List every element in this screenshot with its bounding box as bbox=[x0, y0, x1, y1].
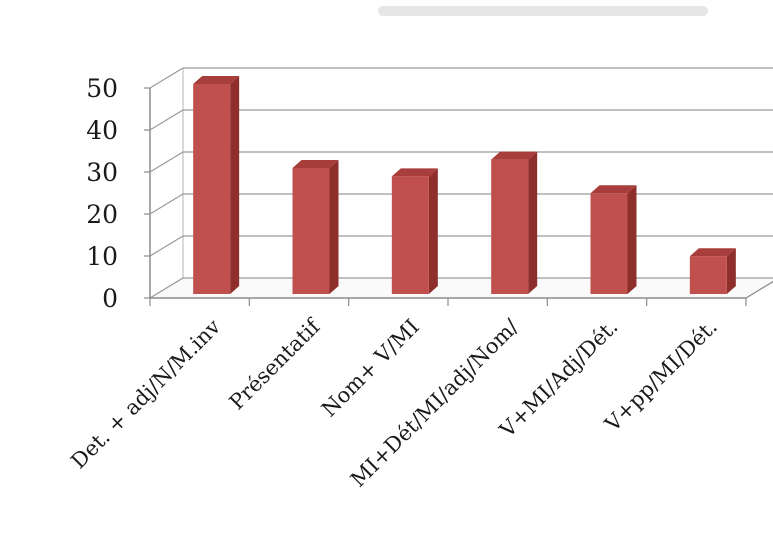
chart-axes bbox=[144, 87, 773, 306]
bar-side-face bbox=[627, 185, 637, 294]
gridline-30 bbox=[149, 151, 773, 173]
x-tick-label-3: Nom+ V/MI bbox=[317, 315, 424, 422]
chart-back-wall bbox=[148, 67, 773, 299]
gridline-40 bbox=[149, 109, 773, 131]
gridline-10 bbox=[149, 235, 773, 257]
bar-1 bbox=[193, 76, 240, 294]
bar-side-face bbox=[329, 160, 339, 294]
bar-front-face bbox=[491, 159, 529, 294]
y-tick-label-40: 40 bbox=[86, 116, 118, 145]
x-tick-label-4: MI+Dét/MI/adj/Nom/ bbox=[346, 314, 524, 492]
bar-front-face bbox=[292, 168, 330, 294]
bar-top-face bbox=[292, 160, 339, 168]
bar-front-face bbox=[391, 176, 429, 294]
chart-bars bbox=[193, 76, 736, 294]
back-wall-plane bbox=[182, 67, 773, 279]
bar-top-face bbox=[391, 168, 438, 177]
gridline-50 bbox=[149, 67, 773, 89]
bar-2 bbox=[292, 160, 339, 294]
y-axis-tick-labels: 0 10 20 30 40 50 bbox=[86, 74, 118, 313]
bar-front-face bbox=[689, 256, 727, 294]
chart-title-blurred bbox=[378, 6, 708, 16]
y-tick-label-20: 20 bbox=[86, 200, 118, 229]
gridline-20 bbox=[149, 193, 773, 215]
bar-5 bbox=[590, 185, 637, 294]
bar-4 bbox=[491, 151, 538, 294]
bar-top-face bbox=[590, 185, 637, 194]
bar-6 bbox=[689, 248, 736, 294]
bar-3 bbox=[391, 168, 438, 294]
y-tick-label-0: 0 bbox=[102, 284, 118, 313]
bar-side-face bbox=[726, 248, 736, 294]
chart-gridlines bbox=[149, 67, 773, 299]
bar-front-face bbox=[193, 84, 231, 294]
bar-top-face bbox=[689, 248, 736, 257]
floor-plane bbox=[148, 277, 773, 299]
y-tick-label-30: 30 bbox=[86, 158, 118, 187]
gridline-0 bbox=[149, 277, 773, 299]
x-axis-depth-line bbox=[745, 280, 773, 299]
y-tick-label-10: 10 bbox=[86, 242, 118, 271]
bar-top-face bbox=[193, 76, 240, 84]
bar-side-face bbox=[528, 151, 538, 294]
bar-side-face bbox=[428, 168, 438, 294]
bar-front-face bbox=[590, 193, 628, 294]
bar-side-face bbox=[230, 76, 240, 294]
x-tick-label-1: Det. + adj/N/M.inv bbox=[66, 314, 225, 473]
x-tick-label-2: Présentatif bbox=[225, 313, 326, 414]
bar-top-face bbox=[491, 151, 538, 160]
y-tick-label-50: 50 bbox=[86, 74, 118, 103]
